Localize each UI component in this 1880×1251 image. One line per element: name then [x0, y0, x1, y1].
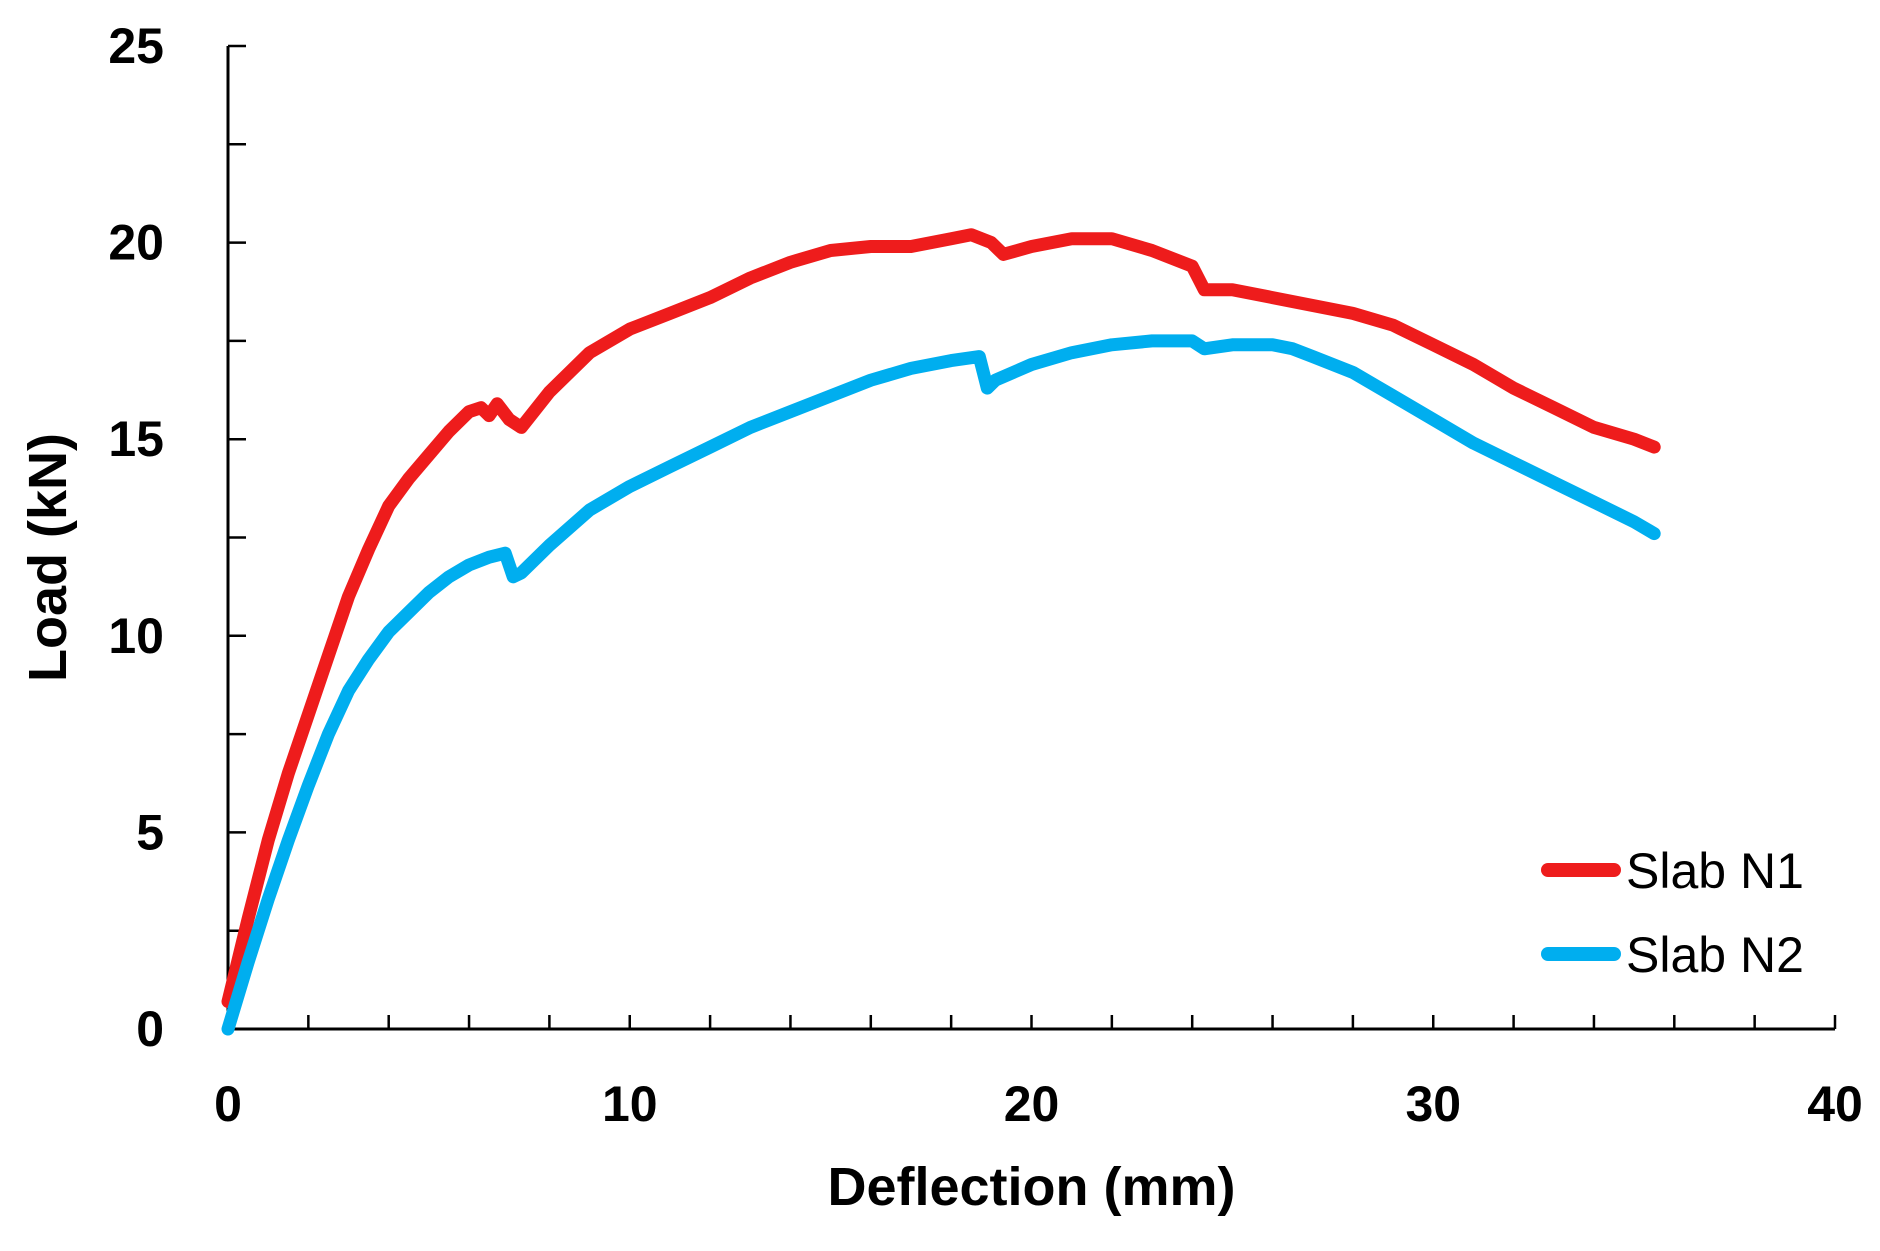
- x-tick-label: 20: [1004, 1076, 1060, 1132]
- y-tick-label: 10: [108, 608, 164, 664]
- legend: Slab N1 Slab N2: [1541, 843, 1804, 983]
- x-tick-label: 10: [602, 1076, 658, 1132]
- axes: 0 10 20 30 40 0 5 10 15 20 25: [108, 18, 1862, 1132]
- y-tick-label: 5: [136, 804, 164, 860]
- legend-label-1: Slab N1: [1626, 843, 1804, 899]
- y-tick-label: 25: [108, 18, 164, 74]
- y-axis-title: Load (kN): [18, 433, 78, 682]
- y-tick-label: 0: [136, 1001, 164, 1057]
- x-tick-label: 30: [1405, 1076, 1461, 1132]
- series-line-2: [221, 334, 1661, 1036]
- series-line-1: [221, 228, 1661, 1008]
- legend-label-2: Slab N2: [1626, 927, 1804, 983]
- y-tick-label: 15: [108, 411, 164, 467]
- x-tick-label: 40: [1807, 1076, 1863, 1132]
- x-tick-label: 0: [214, 1076, 242, 1132]
- series-layer: [221, 228, 1661, 1036]
- x-axis-title: Deflection (mm): [827, 1157, 1235, 1217]
- y-tick-label: 20: [108, 215, 164, 271]
